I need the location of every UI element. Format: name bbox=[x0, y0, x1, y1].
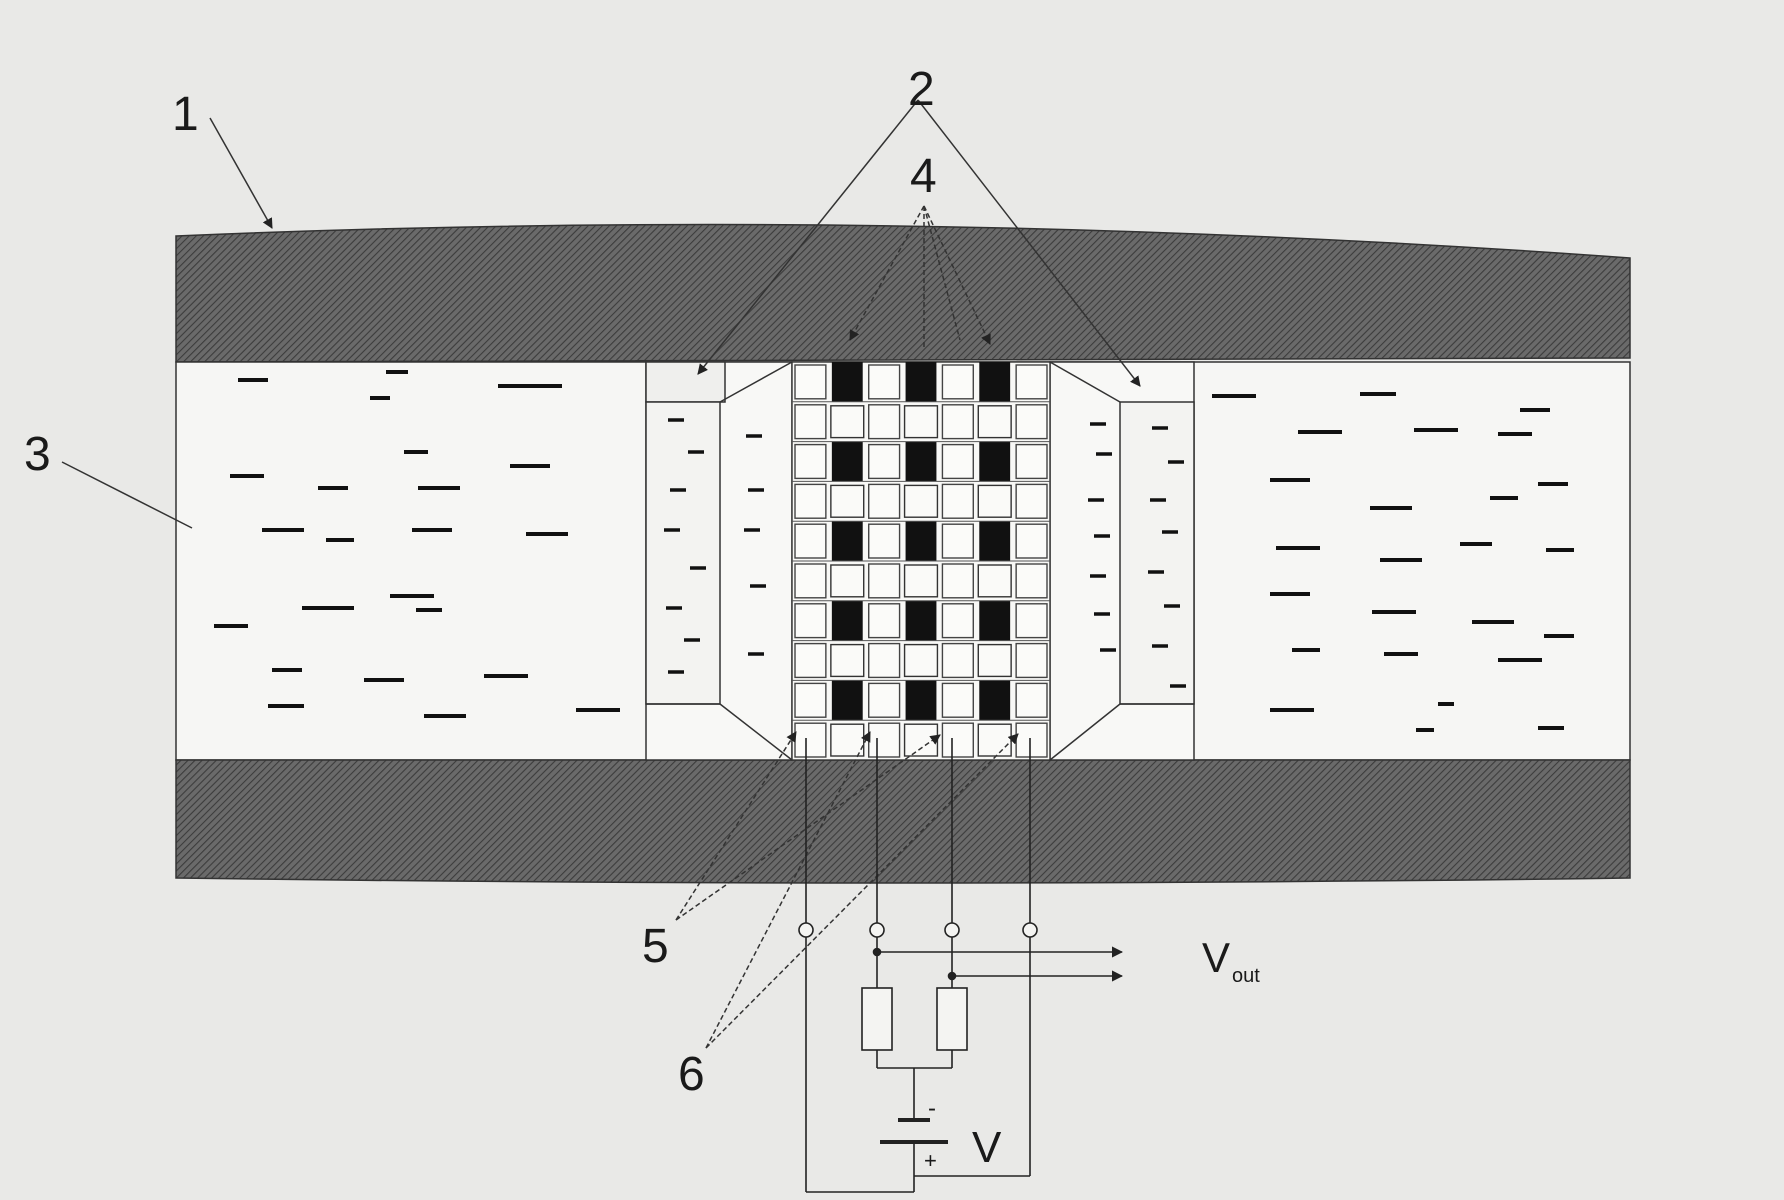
dark-element bbox=[905, 600, 937, 641]
spacer-cell bbox=[1015, 364, 1048, 400]
spacer-cell bbox=[794, 404, 827, 440]
spacer-cell bbox=[794, 722, 827, 758]
bottom-hatched-band bbox=[175, 759, 1631, 884]
left-pad bbox=[645, 361, 793, 761]
spacer-cell bbox=[868, 443, 901, 480]
callout-2: 2 bbox=[908, 63, 935, 116]
spacer-cell bbox=[1015, 404, 1048, 440]
dark-element bbox=[979, 600, 1011, 641]
light-element bbox=[903, 643, 939, 678]
spacer-cell bbox=[941, 404, 974, 440]
spacer-cell bbox=[1015, 603, 1048, 639]
element-array bbox=[791, 361, 1051, 761]
resistor-2 bbox=[936, 987, 968, 1051]
callout-3: 3 bbox=[24, 428, 51, 481]
spacer-cell bbox=[868, 642, 901, 679]
terminal-3 bbox=[944, 922, 960, 938]
spacer-cell bbox=[941, 563, 974, 599]
dark-element bbox=[979, 680, 1011, 721]
light-element bbox=[977, 484, 1012, 518]
output-voltage-subscript: out bbox=[1232, 965, 1260, 987]
light-element bbox=[903, 564, 939, 598]
dark-element bbox=[905, 362, 937, 402]
spacer-cell bbox=[941, 722, 974, 758]
callout-4: 4 bbox=[910, 150, 937, 203]
spacer-cell bbox=[941, 682, 974, 718]
spacer-cell bbox=[794, 483, 827, 519]
output-voltage-label: V bbox=[1202, 934, 1230, 981]
right-pad bbox=[1049, 361, 1195, 761]
spacer-cell bbox=[1015, 483, 1048, 519]
spacer-cell bbox=[794, 682, 827, 718]
callout-5: 5 bbox=[642, 920, 669, 973]
spacer-cell bbox=[868, 563, 901, 599]
spacer-cell bbox=[868, 722, 901, 758]
spacer-cell bbox=[868, 404, 901, 440]
light-element bbox=[903, 484, 939, 518]
light-element bbox=[830, 643, 865, 678]
light-element bbox=[903, 405, 939, 439]
spacer-cell bbox=[941, 523, 974, 559]
light-element bbox=[830, 484, 865, 518]
spacer-cell bbox=[868, 603, 901, 639]
spacer-cell bbox=[794, 364, 827, 400]
spacer-cell bbox=[794, 642, 827, 679]
callout-6: 6 bbox=[678, 1048, 705, 1101]
spacer-cell bbox=[1015, 642, 1048, 679]
light-element bbox=[830, 723, 865, 757]
spacer-cell bbox=[941, 483, 974, 519]
leader-lines bbox=[61, 99, 1141, 1049]
spacer-cell bbox=[1015, 523, 1048, 559]
spacer-cell bbox=[1015, 443, 1048, 480]
spacer-cell bbox=[794, 603, 827, 639]
light-element bbox=[830, 405, 865, 439]
terminal-4 bbox=[1022, 922, 1038, 938]
dark-element bbox=[905, 441, 937, 482]
light-element bbox=[977, 643, 1012, 678]
light-element bbox=[830, 564, 865, 598]
spacer-cell bbox=[1015, 722, 1048, 758]
dark-element bbox=[831, 441, 863, 482]
spacer-cell bbox=[1015, 682, 1048, 718]
spacer-cell bbox=[868, 483, 901, 519]
left-filler-dashes bbox=[214, 370, 620, 718]
dark-element bbox=[905, 680, 937, 721]
dark-element bbox=[979, 441, 1011, 482]
dark-element bbox=[831, 521, 863, 561]
spacer-cell bbox=[794, 443, 827, 480]
spacer-cell bbox=[868, 364, 901, 400]
pad-dashes bbox=[664, 418, 1186, 688]
terminal-2 bbox=[869, 922, 885, 938]
spacer-cell bbox=[794, 523, 827, 559]
circuit bbox=[798, 738, 1124, 1193]
spacer-cell bbox=[868, 682, 901, 718]
dark-element bbox=[979, 362, 1011, 402]
spacer-cell bbox=[941, 603, 974, 639]
spacer-cell bbox=[868, 523, 901, 559]
spacer-cell bbox=[794, 563, 827, 599]
dark-element bbox=[831, 680, 863, 721]
dark-element bbox=[979, 521, 1011, 561]
callout-1: 1 bbox=[172, 88, 199, 141]
light-element bbox=[977, 405, 1012, 439]
supply-voltage-label: V bbox=[972, 1123, 1002, 1172]
spacer-cell bbox=[941, 443, 974, 480]
resistor-1 bbox=[861, 987, 893, 1051]
light-element bbox=[977, 564, 1012, 598]
dark-element bbox=[831, 600, 863, 641]
right-filler-dashes bbox=[1212, 392, 1574, 732]
spacer-cell bbox=[941, 364, 974, 400]
terminal-1 bbox=[798, 922, 814, 938]
top-hatched-band bbox=[175, 223, 1631, 363]
battery-minus-sign: - bbox=[928, 1095, 936, 1122]
dark-element bbox=[831, 362, 863, 402]
spacer-cell bbox=[1015, 563, 1048, 599]
battery-plus-sign: + bbox=[924, 1148, 937, 1173]
dark-element bbox=[905, 521, 937, 561]
light-element bbox=[977, 723, 1012, 757]
spacer-cell bbox=[941, 642, 974, 679]
